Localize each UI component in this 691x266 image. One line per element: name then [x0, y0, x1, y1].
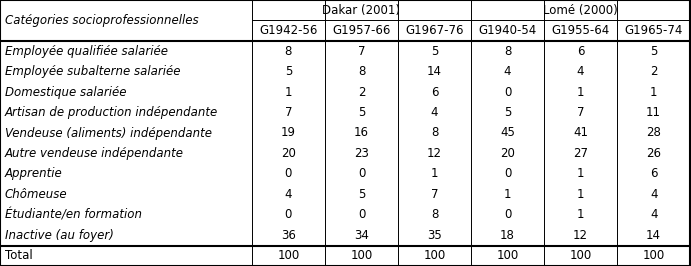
- Text: 18: 18: [500, 229, 515, 242]
- Text: Inactive (au foyer): Inactive (au foyer): [5, 229, 114, 242]
- Text: 5: 5: [650, 45, 657, 58]
- Text: 100: 100: [569, 249, 591, 262]
- Text: 8: 8: [504, 45, 511, 58]
- Text: 14: 14: [427, 65, 442, 78]
- Text: 1: 1: [504, 188, 511, 201]
- Text: Employée subalterne salariée: Employée subalterne salariée: [5, 65, 180, 78]
- Text: 5: 5: [358, 188, 365, 201]
- Text: 5: 5: [504, 106, 511, 119]
- Text: 0: 0: [358, 208, 365, 221]
- Text: 20: 20: [281, 147, 296, 160]
- Text: 1: 1: [650, 86, 657, 99]
- Text: 100: 100: [643, 249, 665, 262]
- Text: 0: 0: [285, 167, 292, 180]
- Text: 8: 8: [430, 127, 438, 139]
- Text: G1957-66: G1957-66: [332, 24, 390, 37]
- Text: 1: 1: [577, 188, 585, 201]
- Text: Catégories socioprofessionnelles: Catégories socioprofessionnelles: [5, 14, 198, 27]
- Text: 5: 5: [285, 65, 292, 78]
- Text: Autre vendeuse indépendante: Autre vendeuse indépendante: [5, 147, 184, 160]
- Text: Domestique salariée: Domestique salariée: [5, 86, 126, 99]
- Text: 12: 12: [573, 229, 588, 242]
- Text: 41: 41: [573, 127, 588, 139]
- Text: 12: 12: [427, 147, 442, 160]
- Text: Apprentie: Apprentie: [5, 167, 63, 180]
- Text: 4: 4: [650, 188, 657, 201]
- Text: 8: 8: [430, 208, 438, 221]
- Text: 36: 36: [281, 229, 296, 242]
- Text: 7: 7: [358, 45, 366, 58]
- Text: 26: 26: [646, 147, 661, 160]
- Text: 0: 0: [358, 167, 365, 180]
- Text: Étudiante/en formation: Étudiante/en formation: [5, 208, 142, 221]
- Text: 34: 34: [354, 229, 369, 242]
- Text: 4: 4: [285, 188, 292, 201]
- Text: 0: 0: [504, 208, 511, 221]
- Text: 100: 100: [496, 249, 519, 262]
- Text: 5: 5: [430, 45, 438, 58]
- Text: 16: 16: [354, 127, 369, 139]
- Text: G1955-64: G1955-64: [551, 24, 609, 37]
- Text: 20: 20: [500, 147, 515, 160]
- Text: 0: 0: [504, 86, 511, 99]
- Text: G1967-76: G1967-76: [405, 24, 464, 37]
- Text: Dakar (2001): Dakar (2001): [323, 4, 401, 17]
- Text: 1: 1: [577, 167, 585, 180]
- Text: 100: 100: [424, 249, 446, 262]
- Text: 28: 28: [646, 127, 661, 139]
- Text: 8: 8: [285, 45, 292, 58]
- Text: G1940-54: G1940-54: [478, 24, 537, 37]
- Text: 6: 6: [650, 167, 657, 180]
- Text: 6: 6: [577, 45, 585, 58]
- Text: 100: 100: [277, 249, 300, 262]
- Text: 7: 7: [285, 106, 292, 119]
- Text: 11: 11: [646, 106, 661, 119]
- Text: 2: 2: [650, 65, 657, 78]
- Text: 1: 1: [577, 208, 585, 221]
- Text: 7: 7: [430, 188, 438, 201]
- Text: 1: 1: [430, 167, 438, 180]
- Text: Employée qualifiée salariée: Employée qualifiée salariée: [5, 45, 168, 58]
- Text: 35: 35: [427, 229, 442, 242]
- Text: 1: 1: [285, 86, 292, 99]
- Text: 19: 19: [281, 127, 296, 139]
- Text: Lomé (2000): Lomé (2000): [543, 4, 618, 17]
- Text: Chômeuse: Chômeuse: [5, 188, 68, 201]
- Text: 23: 23: [354, 147, 369, 160]
- Text: Total: Total: [5, 249, 32, 262]
- Text: 100: 100: [350, 249, 372, 262]
- Text: 8: 8: [358, 65, 365, 78]
- Text: 4: 4: [430, 106, 438, 119]
- Text: 14: 14: [646, 229, 661, 242]
- Text: G1942-56: G1942-56: [259, 24, 318, 37]
- Text: Vendeuse (aliments) indépendante: Vendeuse (aliments) indépendante: [5, 127, 212, 139]
- Text: 0: 0: [285, 208, 292, 221]
- Text: 4: 4: [577, 65, 585, 78]
- Text: G1965-74: G1965-74: [625, 24, 683, 37]
- Text: 5: 5: [358, 106, 365, 119]
- Text: 2: 2: [358, 86, 366, 99]
- Text: 1: 1: [577, 86, 585, 99]
- Text: 0: 0: [504, 167, 511, 180]
- Text: 6: 6: [430, 86, 438, 99]
- Text: 4: 4: [504, 65, 511, 78]
- Text: Artisan de production indépendante: Artisan de production indépendante: [5, 106, 218, 119]
- Text: 7: 7: [577, 106, 585, 119]
- Text: 45: 45: [500, 127, 515, 139]
- Text: 27: 27: [573, 147, 588, 160]
- Text: 4: 4: [650, 208, 657, 221]
